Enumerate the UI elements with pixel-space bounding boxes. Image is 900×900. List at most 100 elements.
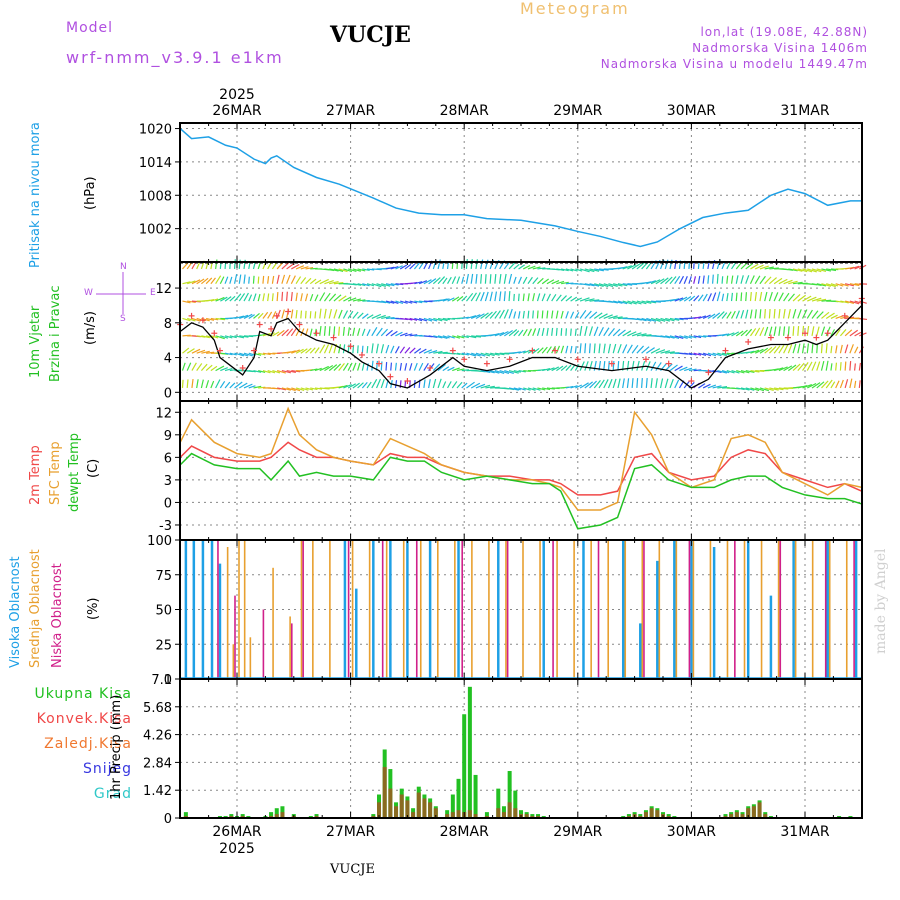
wind-barb <box>551 310 554 319</box>
wind-barb <box>674 365 683 372</box>
wind-barb <box>684 352 693 356</box>
wind-barb <box>702 275 705 284</box>
wind-barb <box>764 291 768 302</box>
wind-barb <box>641 378 643 389</box>
precip-total-bar <box>473 774 478 818</box>
wind-barb <box>825 379 833 389</box>
wind-barb <box>693 295 700 302</box>
x-date-label-bottom: 31MAR <box>780 824 829 840</box>
wind-barb <box>570 364 576 371</box>
wind-barb <box>688 295 696 302</box>
wind-barb <box>740 309 745 319</box>
wind-barb <box>806 325 810 336</box>
wind-barb <box>631 263 641 270</box>
wind-barb <box>395 283 404 286</box>
wind-barb <box>859 300 867 304</box>
wind-barb <box>196 349 206 354</box>
y-tick-label: 0 <box>164 673 172 688</box>
wind-barb <box>186 348 195 354</box>
wind-barb <box>466 352 477 357</box>
wind-barb <box>792 326 795 336</box>
wind-barb <box>527 348 536 354</box>
wind-barb <box>385 316 395 320</box>
sfc-temp-line <box>179 406 862 511</box>
wind-barb <box>480 384 491 389</box>
wind-barb <box>484 291 489 302</box>
wind-barb <box>839 329 847 337</box>
wind-barb <box>504 329 513 337</box>
wind-barb <box>560 365 568 372</box>
wind-barb <box>603 314 613 320</box>
wind-barb <box>224 276 229 284</box>
wind-barb <box>759 387 769 392</box>
wind-barb <box>698 335 707 338</box>
wind-barb <box>825 343 828 354</box>
wind-barb <box>342 310 349 319</box>
y-tick-label: 4.26 <box>143 729 172 744</box>
wind-barb <box>755 387 765 392</box>
x-date-label-bottom: 28MAR <box>440 824 489 840</box>
wind-barb <box>390 330 398 337</box>
wind-barb <box>423 317 433 322</box>
wind-barb <box>465 273 469 284</box>
wind-barb <box>754 348 764 354</box>
wind-barb <box>570 311 575 319</box>
wind-barb <box>816 343 819 354</box>
wind-barb <box>234 335 245 339</box>
wind-barb <box>220 296 228 302</box>
wind-barb <box>475 352 486 357</box>
wind-barb <box>579 297 590 302</box>
wind-barb <box>300 277 307 285</box>
wind-barb <box>684 367 693 372</box>
wind-barb <box>338 344 342 354</box>
wind-barb <box>215 259 218 270</box>
wind-barb <box>272 331 280 337</box>
wind-barb <box>555 345 561 354</box>
wind-barb <box>508 273 513 284</box>
wind-barb <box>338 363 345 371</box>
wind-barb <box>679 366 688 372</box>
wind-barb <box>527 328 532 337</box>
wind-barb <box>679 335 688 339</box>
wind-barb <box>811 283 822 287</box>
wind-gust-marker <box>745 338 752 345</box>
wind-barb <box>375 378 381 389</box>
wind-barb <box>371 283 382 288</box>
wind-barb <box>437 298 448 302</box>
wind-barb <box>560 328 563 336</box>
wind-barb <box>693 316 702 320</box>
wind-barb <box>646 317 657 322</box>
wind-barb <box>243 383 253 389</box>
wind-barb <box>665 351 675 354</box>
wind-barb <box>409 334 418 337</box>
wind-barb <box>849 378 853 389</box>
wind-barb <box>844 283 855 287</box>
wind-barb <box>347 310 354 319</box>
wind-barb <box>745 309 749 319</box>
wind-barb <box>277 387 287 391</box>
wind-barb <box>239 352 249 357</box>
wind-barb <box>801 325 805 336</box>
wind-barb <box>646 300 657 304</box>
wind-barb <box>607 343 611 354</box>
wind-barb <box>300 266 309 270</box>
wind-barb <box>238 382 248 389</box>
wind-barb <box>470 273 474 284</box>
wind-barb <box>811 310 819 319</box>
wind-barb <box>433 317 443 322</box>
precip-conv-bar <box>734 812 739 818</box>
wind-barb <box>437 259 441 270</box>
wind-barb <box>612 343 617 354</box>
wind-barb <box>627 300 637 305</box>
wind-barb <box>494 370 505 374</box>
wind-barb <box>655 278 665 285</box>
wind-barb <box>659 378 664 389</box>
wind-barb <box>541 346 548 354</box>
wind-barb <box>371 360 374 371</box>
wind-gust-marker <box>574 356 581 363</box>
wind-barb <box>394 346 400 354</box>
wind-barb <box>447 276 452 285</box>
wind-barb <box>726 370 735 374</box>
wind-barb <box>820 361 825 371</box>
wind-barb <box>768 346 777 354</box>
